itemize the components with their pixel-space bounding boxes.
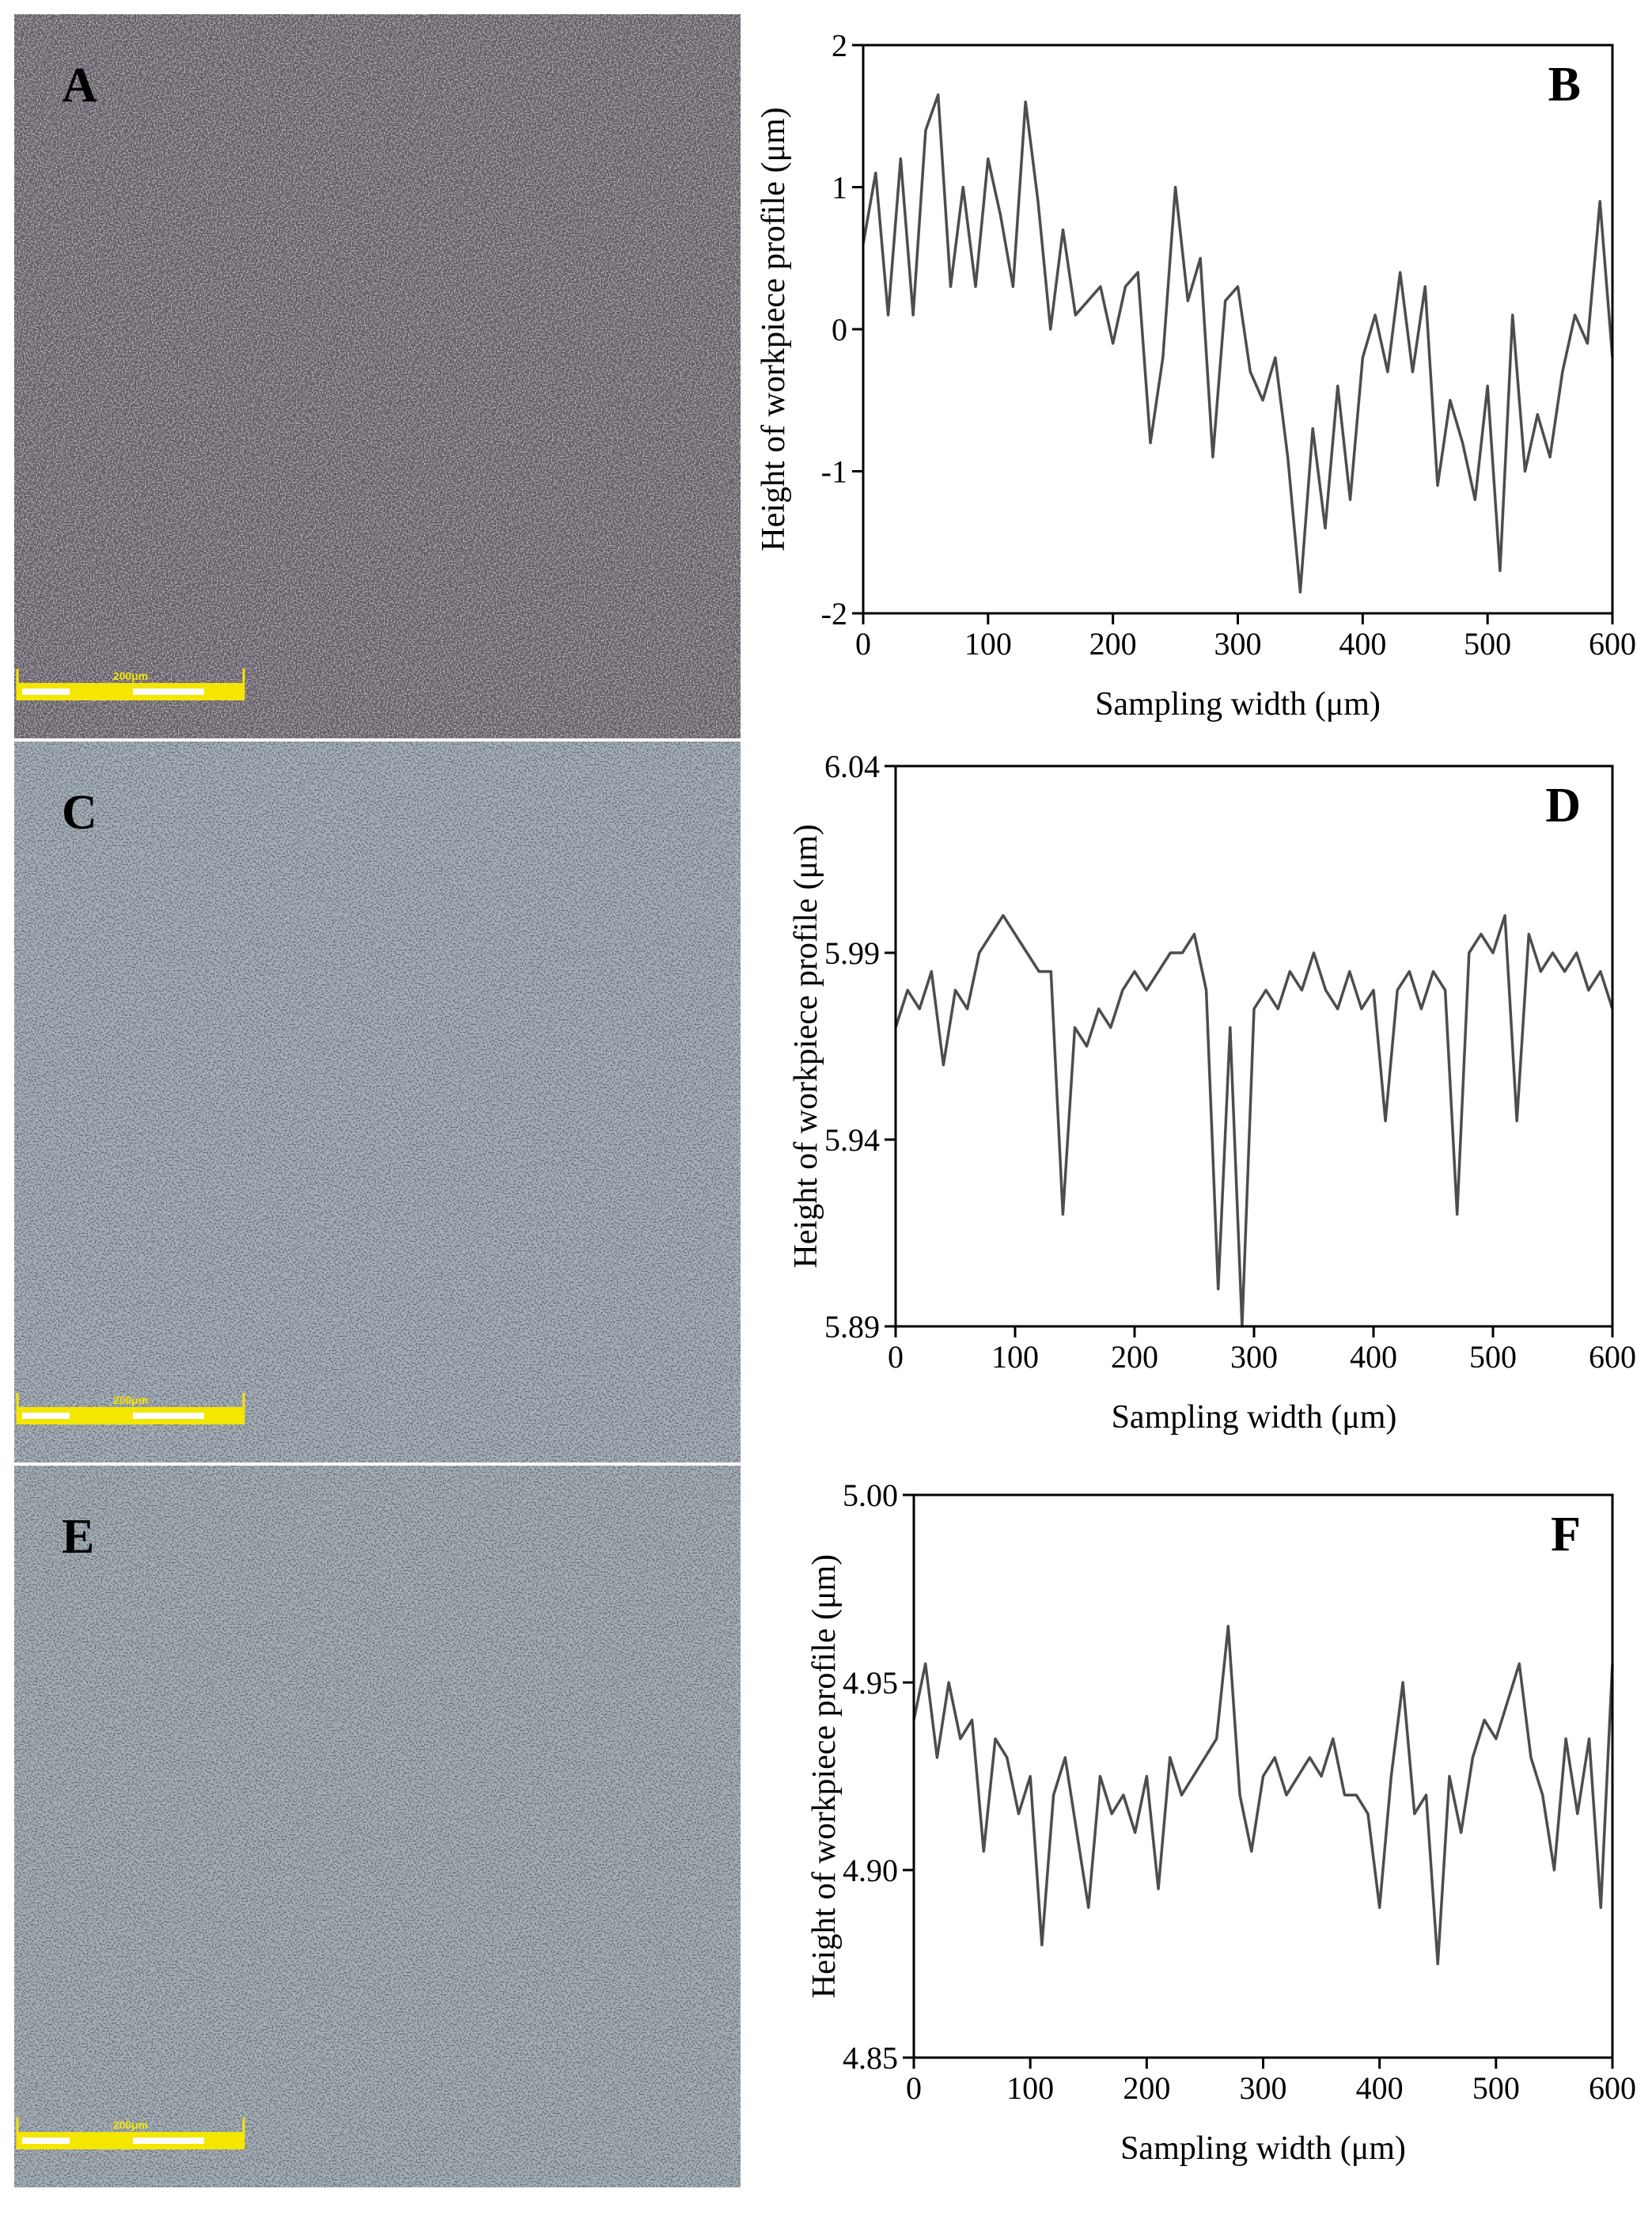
x-tick-label: 100 — [991, 1339, 1039, 1375]
profile-line — [894, 914, 1614, 1328]
x-tick-label: 400 — [1350, 1339, 1397, 1375]
y-tick-label: 5.99 — [824, 935, 880, 971]
scale-bar-segment — [133, 2138, 204, 2144]
scale-bar-segment — [133, 689, 204, 695]
micrograph — [14, 1466, 741, 2187]
scale-bar-label: 200μm — [113, 1394, 148, 1406]
x-axis-title: Sampling width (μm) — [1112, 1399, 1397, 1436]
x-tick-label: 600 — [1589, 2070, 1636, 2106]
y-tick-label: 1 — [832, 170, 847, 206]
x-tick-label: 0 — [855, 626, 871, 662]
panel-label: D — [1545, 779, 1581, 833]
scale-bar — [17, 683, 244, 700]
y-tick-label: 5.00 — [843, 1478, 898, 1513]
y-tick-label: -2 — [821, 596, 847, 632]
panel-label: B — [1548, 58, 1581, 112]
y-tick-label: -1 — [821, 454, 847, 490]
x-axis-title: Sampling width (μm) — [1095, 686, 1381, 723]
x-tick-label: 400 — [1339, 626, 1386, 662]
x-tick-label: 500 — [1469, 1339, 1517, 1375]
scale-bar — [17, 2132, 244, 2149]
scale-bar — [17, 1407, 244, 1424]
x-axis-title: Sampling width (μm) — [1120, 2130, 1406, 2167]
x-tick-label: 0 — [906, 2070, 922, 2106]
panel-label: F — [1551, 1508, 1581, 1561]
profile-line — [862, 93, 1614, 594]
x-tick-label: 500 — [1472, 2070, 1520, 2106]
x-tick-label: 400 — [1356, 2070, 1404, 2106]
panel-label: E — [62, 1510, 94, 1564]
y-tick-label: 5.89 — [824, 1309, 880, 1345]
x-tick-label: 300 — [1240, 2070, 1287, 2106]
x-tick-label: 100 — [964, 626, 1012, 662]
x-tick-label: 200 — [1089, 626, 1137, 662]
scale-bar-segment — [22, 689, 70, 695]
profile-line — [912, 1625, 1614, 1966]
plot-frame — [912, 1493, 1614, 2059]
scale-bar-segment — [22, 1413, 70, 1419]
y-axis-title: Height of workpiece profile (μm) — [806, 1554, 843, 1998]
y-tick-label: 4.85 — [843, 2040, 898, 2076]
y-tick-label: 5.94 — [824, 1122, 880, 1158]
micrograph — [14, 14, 741, 738]
plot-frame — [862, 44, 1614, 615]
y-tick-label: 4.95 — [843, 1665, 898, 1701]
x-tick-label: 200 — [1111, 1339, 1158, 1375]
y-tick-label: 4.90 — [843, 1853, 898, 1888]
x-tick-label: 600 — [1589, 1339, 1636, 1375]
x-tick-label: 200 — [1123, 2070, 1170, 2106]
scale-bar-segment — [22, 2138, 70, 2144]
y-tick-label: 0 — [832, 312, 847, 347]
panel-label: C — [62, 786, 97, 840]
x-tick-label: 100 — [1006, 2070, 1054, 2106]
x-tick-label: 0 — [888, 1339, 904, 1375]
scale-bar-label: 200μm — [113, 670, 148, 682]
panel-label: A — [62, 59, 97, 112]
x-tick-label: 500 — [1464, 626, 1511, 662]
y-axis-title: Height of workpiece profile (μm) — [788, 824, 824, 1268]
x-tick-label: 300 — [1230, 1339, 1278, 1375]
scale-bar-segment — [133, 1413, 204, 1419]
plot-frame — [894, 764, 1614, 1328]
x-tick-label: 600 — [1589, 626, 1636, 662]
x-tick-label: 300 — [1214, 626, 1262, 662]
y-tick-label: 2 — [832, 28, 847, 63]
y-axis-title: Height of workpiece profile (μm) — [756, 107, 792, 551]
y-tick-label: 6.04 — [824, 749, 880, 784]
micrograph — [14, 742, 741, 1462]
scale-bar-label: 200μm — [113, 2119, 148, 2131]
